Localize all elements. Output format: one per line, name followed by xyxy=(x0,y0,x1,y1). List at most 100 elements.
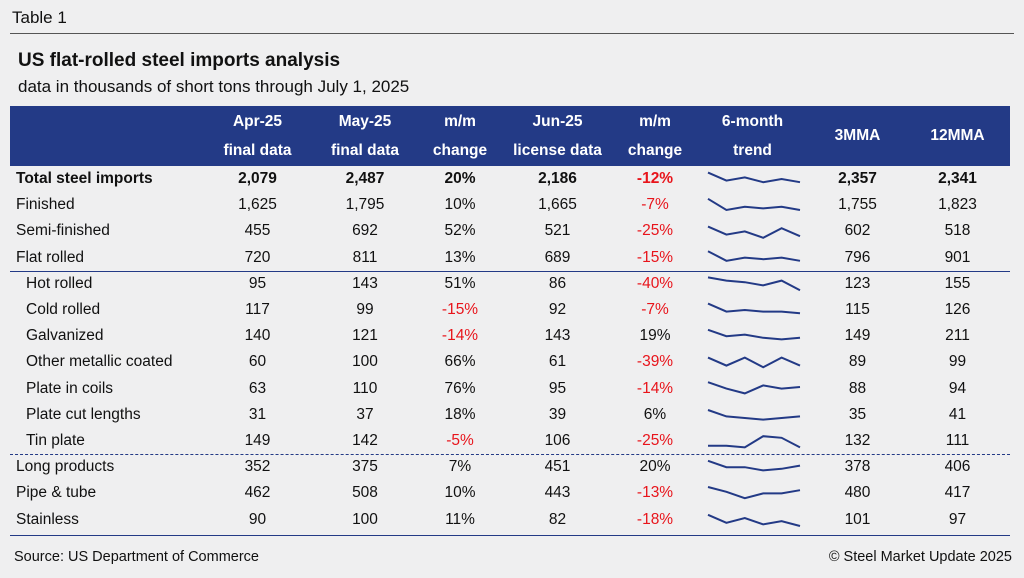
cell: 811 xyxy=(352,248,378,266)
row-label: Semi-finished xyxy=(16,222,110,240)
header-band xyxy=(10,106,1010,166)
cell: 149 xyxy=(844,327,871,345)
cell: 443 xyxy=(544,484,571,502)
cell: 140 xyxy=(244,327,271,345)
cell: 94 xyxy=(948,379,967,397)
cell: 7% xyxy=(448,458,472,476)
column-header: 6-month xyxy=(721,113,784,130)
column-header: May-25 xyxy=(338,113,392,130)
sparkline xyxy=(707,250,801,262)
column-header: change xyxy=(432,142,488,159)
cell: -25% xyxy=(636,432,674,449)
cell: 99 xyxy=(948,353,967,371)
cell: 41 xyxy=(948,405,967,423)
row-label: Cold rolled xyxy=(26,301,101,318)
cell: 18% xyxy=(444,405,476,423)
cell: 143 xyxy=(544,327,571,345)
separator xyxy=(10,454,1010,456)
cell: 1,665 xyxy=(538,196,577,214)
cell: 10% xyxy=(444,484,476,502)
column-header: trend xyxy=(733,142,772,159)
cell: 1,755 xyxy=(838,196,877,214)
rule xyxy=(10,33,1014,34)
cell: 31 xyxy=(248,405,267,423)
sparkline xyxy=(707,225,801,239)
cell: 720 xyxy=(244,248,271,266)
cell: 521 xyxy=(544,222,571,240)
cell: 155 xyxy=(944,274,971,292)
cell: 796 xyxy=(844,248,871,266)
sparkline xyxy=(707,197,801,212)
sparkline xyxy=(707,276,801,292)
cell: 86 xyxy=(548,274,567,292)
column-header: 3MMA xyxy=(834,127,881,144)
cell: 51% xyxy=(444,274,476,292)
cell: -15% xyxy=(441,301,479,318)
cell: 63 xyxy=(248,379,267,397)
cell: -13% xyxy=(636,484,674,502)
sparkline xyxy=(707,171,801,184)
row-label: Tin plate xyxy=(26,432,85,449)
cell: 508 xyxy=(352,484,378,502)
cell: -7% xyxy=(641,196,669,214)
column-header: m/m xyxy=(639,113,671,130)
cell: 378 xyxy=(844,458,871,476)
cell: 100 xyxy=(352,353,378,371)
cell: 406 xyxy=(944,458,971,476)
title: US flat-rolled steel imports analysis xyxy=(18,50,341,71)
cell: 149 xyxy=(244,432,271,449)
sparkline xyxy=(707,356,801,369)
column-header: change xyxy=(627,142,683,159)
source: Source: US Department of Commerce xyxy=(14,549,259,565)
cell: -39% xyxy=(636,353,674,371)
cell: 375 xyxy=(352,458,378,476)
cell: 95 xyxy=(548,379,567,397)
cell: 132 xyxy=(844,432,871,449)
cell: 115 xyxy=(845,301,870,318)
cell: 37 xyxy=(356,405,374,423)
cell: 143 xyxy=(352,274,378,292)
cell: 101 xyxy=(844,510,871,528)
copyright: © Steel Market Update 2025 xyxy=(828,549,1012,565)
cell: 20% xyxy=(639,458,671,476)
cell: 90 xyxy=(248,510,267,528)
cell: 97 xyxy=(948,510,967,528)
row-label: Pipe & tube xyxy=(16,484,97,502)
cell: 11% xyxy=(445,510,475,528)
row-label: Hot rolled xyxy=(26,274,93,292)
row-label: Stainless xyxy=(16,510,79,528)
sparkline xyxy=(707,409,801,421)
cell: 13% xyxy=(444,248,476,266)
sparkline xyxy=(707,486,801,500)
cell: 82 xyxy=(548,510,567,528)
cell: -25% xyxy=(636,222,674,240)
column-header: final data xyxy=(330,142,400,159)
cell: 106 xyxy=(544,432,571,449)
cell: 100 xyxy=(352,510,378,528)
column-header: Jun-25 xyxy=(532,113,583,130)
cell: 60 xyxy=(248,353,267,371)
cell: 2,487 xyxy=(345,170,385,187)
row-label: Finished xyxy=(16,196,75,214)
cell: 352 xyxy=(244,458,271,476)
cell: 10% xyxy=(444,196,476,214)
cell: 417 xyxy=(944,484,971,502)
cell: 123 xyxy=(844,274,871,292)
cell: 52% xyxy=(444,222,476,240)
cell: 2,341 xyxy=(938,170,977,187)
cell: 455 xyxy=(244,222,271,240)
cell: 2,357 xyxy=(838,170,877,187)
separator xyxy=(10,270,1010,272)
cell: 110 xyxy=(352,379,378,397)
sparkline xyxy=(707,328,801,341)
column-header: final data xyxy=(223,142,292,159)
column-header: 12MMA xyxy=(930,127,985,144)
cell: 462 xyxy=(244,484,271,502)
cell: 99 xyxy=(356,301,374,318)
cell: 211 xyxy=(945,327,970,345)
row-label: Flat rolled xyxy=(16,248,85,266)
row-label: Long products xyxy=(16,458,115,476)
row-label: Plate cut lengths xyxy=(26,405,141,423)
cell: -18% xyxy=(636,510,674,528)
